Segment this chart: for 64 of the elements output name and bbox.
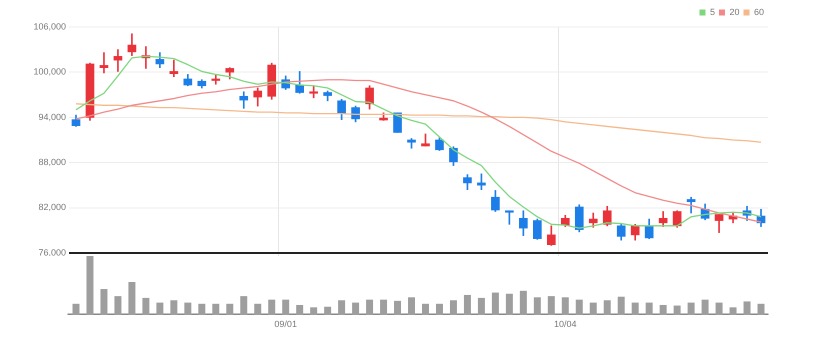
bar — [380, 300, 388, 315]
bar — [604, 300, 611, 315]
bar — [240, 296, 248, 315]
legend-label: 5 — [710, 6, 715, 17]
bar — [660, 304, 667, 315]
candlestick — [114, 49, 122, 72]
bar — [184, 302, 192, 315]
bar — [590, 302, 597, 315]
bar — [478, 298, 485, 315]
bar — [170, 300, 178, 315]
bar — [226, 304, 234, 315]
bar — [716, 302, 723, 315]
legend-label: 20 — [729, 6, 740, 17]
bar — [632, 302, 639, 315]
bar — [254, 304, 262, 315]
bar — [366, 300, 374, 315]
bar — [548, 296, 555, 315]
bar — [562, 297, 569, 315]
legend-label: 60 — [754, 6, 764, 17]
bar — [674, 306, 681, 315]
bar — [520, 290, 527, 315]
x-tick-label: 09/01 — [274, 319, 297, 330]
bar — [744, 301, 751, 315]
candlestick — [421, 134, 430, 146]
bar — [86, 256, 94, 315]
bar — [450, 300, 457, 315]
y-tick-label: 82,000 — [38, 202, 66, 212]
bar — [688, 302, 695, 315]
bar — [324, 306, 332, 315]
bar — [156, 302, 164, 315]
bar — [394, 300, 402, 315]
y-tick-label: 94,000 — [38, 112, 66, 122]
bar — [212, 304, 220, 315]
bar — [268, 300, 276, 315]
bar — [100, 289, 108, 315]
bar — [702, 300, 709, 315]
bar — [618, 296, 625, 315]
bar — [114, 296, 122, 315]
y-tick-label: 76,000 — [38, 247, 66, 258]
bar — [72, 304, 80, 315]
x-tick-label: 10/04 — [554, 319, 577, 330]
y-tick-label: 88,000 — [38, 157, 66, 168]
bar — [296, 304, 304, 315]
bar — [758, 304, 765, 315]
bar — [142, 298, 150, 315]
bar — [128, 282, 136, 315]
bar — [730, 307, 737, 315]
bar — [422, 304, 429, 315]
bar — [436, 304, 443, 315]
bar — [352, 302, 360, 315]
y-tick-label: 100,000 — [33, 66, 66, 77]
bar — [408, 297, 416, 315]
bar — [534, 297, 541, 315]
bar — [576, 300, 583, 315]
y-tick-label: 106,000 — [33, 21, 66, 32]
bar — [282, 300, 290, 315]
bar — [492, 292, 499, 315]
bar — [338, 300, 346, 315]
bar — [646, 302, 653, 315]
candlestick — [100, 52, 108, 74]
bar — [506, 294, 513, 315]
bar — [198, 304, 206, 315]
bar — [464, 294, 471, 315]
bar — [310, 307, 318, 315]
